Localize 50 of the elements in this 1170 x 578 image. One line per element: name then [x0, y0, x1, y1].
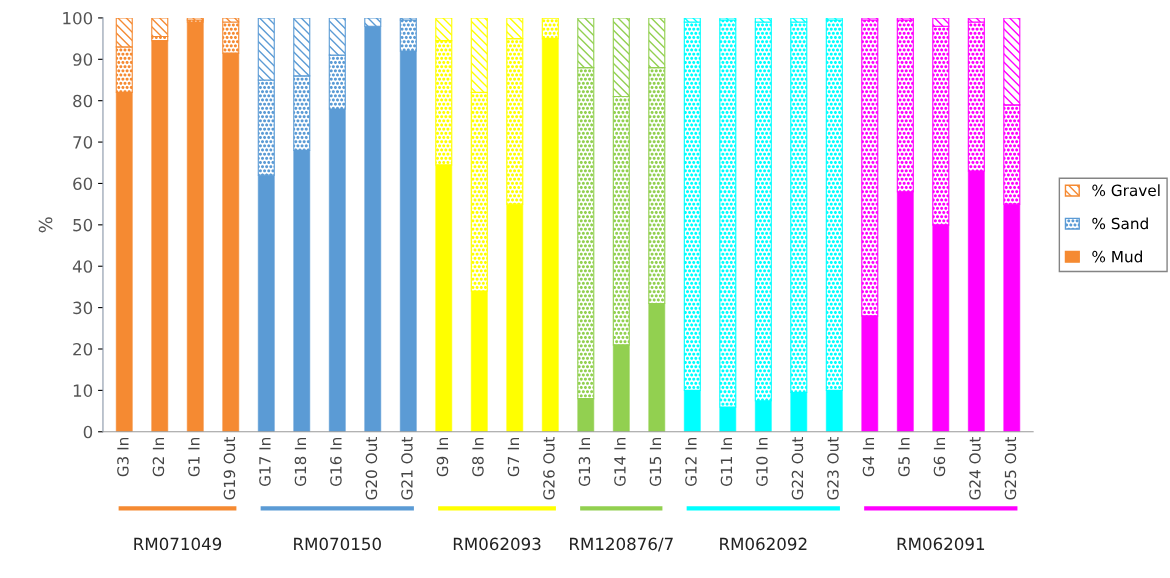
x-tick-label: G24 Out [969, 436, 981, 500]
text: RM062093 [453, 537, 541, 551]
y-tick-label: 60 [73, 177, 93, 191]
text: RM062091 [897, 537, 985, 551]
x-tick-label: G15 In [649, 437, 662, 487]
x-tick-label: G9 In [436, 437, 449, 477]
y-tick-label: 20 [73, 342, 93, 356]
x-tick-label: G8 In [472, 437, 484, 477]
x-tick-label: G1 In [188, 437, 200, 477]
x-tick-label: G2 In [152, 437, 165, 477]
x-tick-label: G12 In [685, 437, 697, 487]
x-tick-label: G6 In [933, 437, 946, 477]
x-tick-label: G22 Out [791, 436, 804, 500]
bar [186, 21, 204, 432]
bar [151, 17, 169, 38]
text: RM070150 [294, 537, 381, 551]
x-tick-label: G17 In [259, 437, 271, 487]
x-tick-label: G11 In [720, 437, 733, 487]
x-tick-label: G3 In [117, 437, 129, 477]
y-tick-label: 70 [73, 136, 93, 149]
text: RM062092 [720, 537, 807, 551]
y-tick-label: 0 [83, 425, 93, 439]
legend-label: % Gravel [1092, 184, 1160, 197]
y-tick-label: 90 [73, 53, 93, 66]
x-tick-label: G20 Out [365, 436, 378, 500]
x-tick-label: G21 Out [401, 436, 413, 500]
x-tick-label: G26 Out [543, 436, 555, 500]
y-tick-label: 80 [73, 94, 93, 108]
y-tick-label: 50 [73, 218, 93, 232]
x-tick-label: G19 Out [223, 436, 236, 500]
y-tick-label: 30 [73, 301, 93, 315]
x-tick-label: G25 Out [1004, 436, 1017, 500]
x-tick-label: G4 In [862, 437, 875, 477]
y-axis-title: % [38, 217, 53, 233]
x-tick-label: G7 In [507, 437, 520, 477]
x-tick-label: G16 In [330, 437, 342, 487]
y-tick-label: 40 [72, 260, 93, 273]
x-tick-label: G23 Out [827, 436, 839, 500]
x-tick-label: G18 In [294, 437, 307, 487]
x-tick-label: G14 In [614, 437, 626, 487]
x-tick-label: G10 In [756, 437, 768, 487]
bar [151, 40, 169, 432]
legend-label: % Mud [1092, 250, 1142, 263]
y-tick-label: 100 [63, 11, 93, 25]
y-tick-label: 10 [73, 384, 93, 397]
legend-label: % Sand [1092, 217, 1148, 230]
text: RM120876/7 [570, 537, 673, 552]
x-tick-label: G13 In [578, 437, 591, 487]
x-tick-label: G5 In [898, 437, 910, 477]
text: RM071049 [134, 537, 222, 551]
